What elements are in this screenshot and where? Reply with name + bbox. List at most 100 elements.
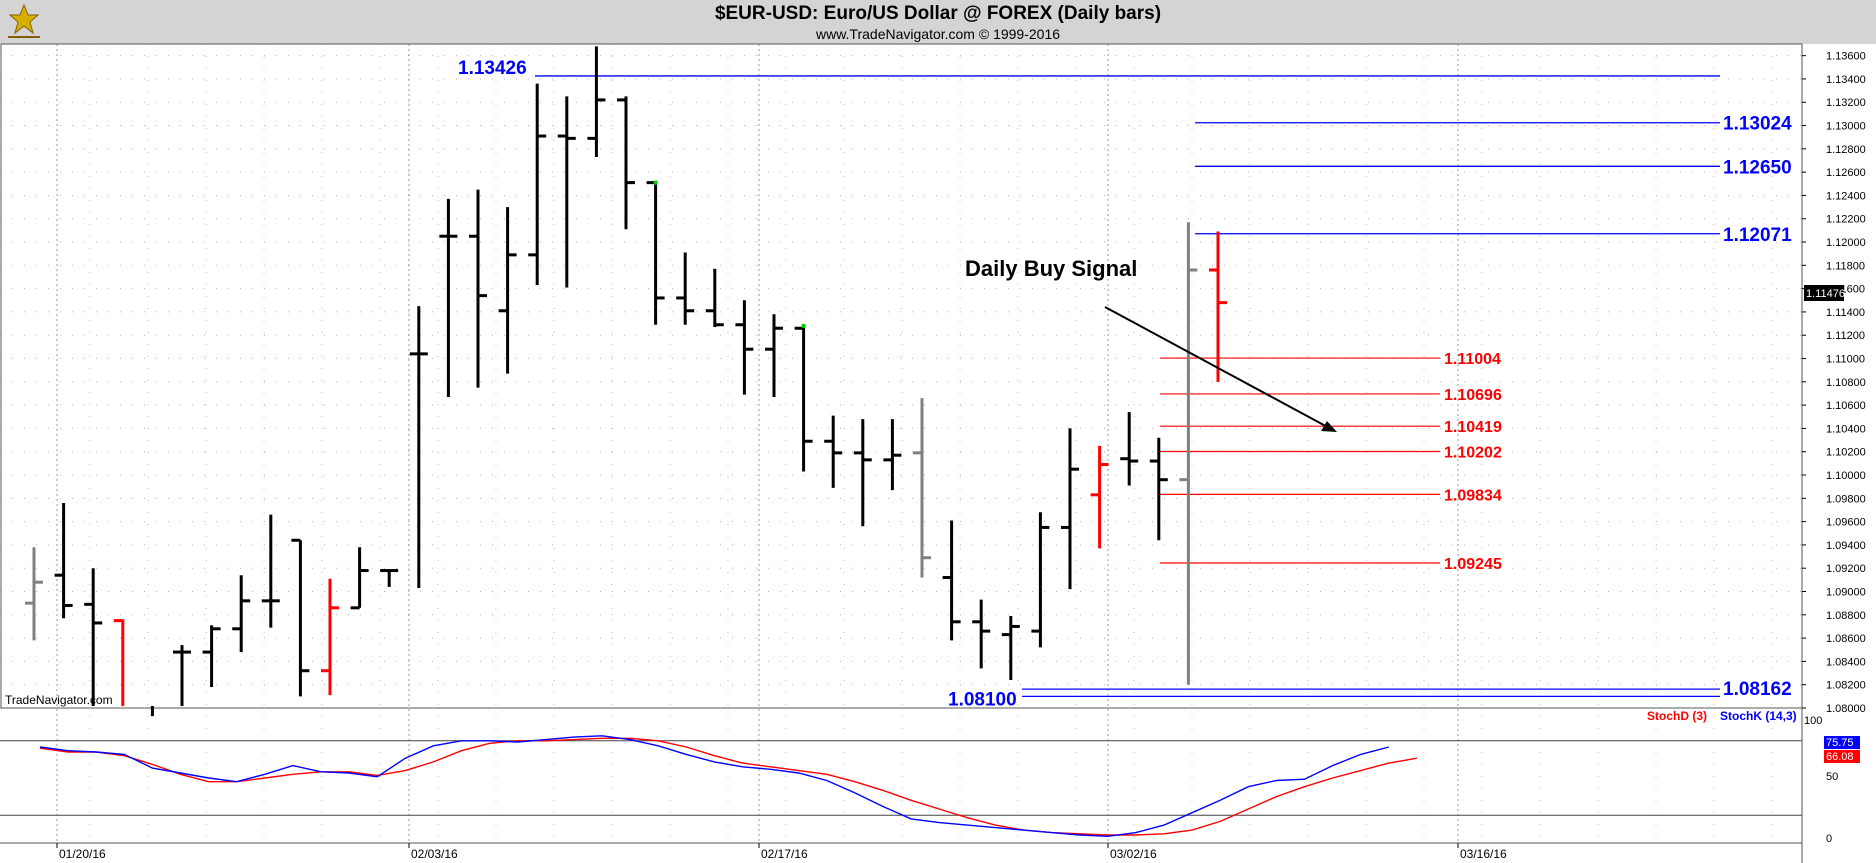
stochd-last-label: 66.08	[1826, 751, 1854, 763]
price-bar	[528, 83, 547, 286]
blue-level-label: 1.08100	[948, 689, 1017, 710]
price-bar	[202, 625, 221, 688]
blue-level-label: 1.08162	[1723, 679, 1792, 700]
stochk-last-marker	[1824, 736, 1860, 749]
date-tick-label: 02/03/16	[411, 847, 458, 861]
price-tick-label: 1.11400	[1826, 307, 1865, 319]
stoch-tick-100: 100	[1804, 715, 1822, 727]
price-bar	[84, 568, 103, 706]
price-bar	[765, 314, 783, 397]
price-bar	[380, 569, 399, 587]
price-bar	[676, 252, 695, 325]
stochk-last-label: 75.75	[1826, 737, 1854, 749]
price-bar	[1031, 512, 1050, 648]
price-bar	[587, 46, 606, 157]
stochk-line	[39, 735, 1389, 838]
watermark: TradeNavigator.com	[5, 693, 113, 707]
price-bars-layer	[25, 46, 1227, 717]
price-bar	[1061, 428, 1079, 590]
price-bar	[705, 268, 724, 328]
price-bar	[113, 619, 125, 706]
price-bar	[439, 198, 458, 397]
price-bar	[557, 96, 576, 288]
price-tick-label: 1.09000	[1826, 587, 1866, 599]
price-tick-label: 1.09800	[1826, 493, 1866, 505]
price-bar	[1120, 412, 1139, 486]
price-bar	[321, 578, 339, 696]
price-bar	[972, 599, 991, 669]
blue-level-label: 1.12071	[1723, 225, 1792, 246]
price-tick-label: 1.13600	[1826, 51, 1866, 63]
chart-title: $EUR-USD: Euro/US Dollar @ FOREX (Daily …	[714, 3, 1162, 24]
price-tick-label: 1.12400	[1826, 190, 1866, 202]
blue-level-label: 1.12650	[1723, 157, 1792, 178]
price-tick-label: 1.11000	[1826, 354, 1865, 366]
price-bar	[54, 502, 73, 619]
price-tick-label: 1.11200	[1826, 330, 1865, 342]
price-bar	[1209, 231, 1227, 382]
red-level-label: 1.09245	[1444, 556, 1502, 573]
price-tick-label: 1.12600	[1826, 167, 1866, 179]
stoch-tick-50: 50	[1826, 771, 1838, 783]
price-bar	[25, 547, 43, 641]
price-tick-label: 1.10600	[1826, 400, 1866, 412]
price-tick-label: 1.10400	[1826, 423, 1866, 435]
red-level-label: 1.11004	[1444, 351, 1501, 368]
stochd-line	[39, 737, 1418, 836]
price-tick-label: 1.09400	[1826, 540, 1866, 552]
stochd-last-marker	[1824, 750, 1860, 763]
trade-navigator-logo-icon	[8, 3, 40, 38]
chart-subtitle: www.TradeNavigator.com © 1999-2016	[815, 26, 1061, 42]
price-tick-label: 1.08200	[1826, 680, 1866, 692]
price-tick-label: 1.12200	[1826, 214, 1866, 226]
price-tick-label: 1.11800	[1826, 260, 1865, 272]
price-bar	[261, 514, 280, 628]
price-bar	[1001, 615, 1020, 681]
price-bar	[469, 189, 487, 388]
title-bar: $EUR-USD: Euro/US Dollar @ FOREX (Daily …	[0, 0, 1876, 44]
price-bar	[232, 575, 251, 653]
price-bar	[646, 181, 665, 325]
buy-signal-arrowhead	[1321, 421, 1337, 432]
legend-stochk: StochK (14,3)	[1720, 709, 1797, 723]
price-bar	[350, 547, 369, 610]
axis-labels-layer: 1.13600 1.13400 1.13200 1.13000 1.12800 1.126…	[56, 51, 1866, 861]
red-level-label: 1.10419	[1444, 419, 1502, 436]
buy-signal-arrow	[1104, 306, 1334, 431]
buy-signal-annotation: Daily Buy Signal	[965, 256, 1137, 281]
blue-level-label: 1.13426	[458, 58, 527, 79]
price-tick-label: 1.10200	[1826, 447, 1866, 459]
price-tick-label: 1.09600	[1826, 517, 1866, 529]
price-bar	[913, 398, 931, 578]
price-bar	[824, 415, 843, 488]
signal-dot	[801, 323, 806, 328]
current-price-label: 1.11476	[1806, 288, 1845, 300]
price-tick-label: 1.13000	[1826, 121, 1866, 133]
price-tick-label: 1.09200	[1826, 563, 1866, 575]
blue-level-label: 1.13024	[1723, 114, 1792, 135]
price-tick-label: 1.10000	[1826, 470, 1866, 482]
date-tick-label: 02/17/16	[761, 847, 808, 861]
price-bar	[794, 325, 813, 472]
price-bar	[1149, 437, 1168, 541]
price-bar	[853, 419, 872, 527]
level-lines-layer: 1.13426 1.13024 1.12650 1.12071 1.08162 1.081…	[458, 58, 1792, 710]
price-bar	[173, 645, 191, 706]
date-tick-label: 03/02/16	[1110, 847, 1157, 861]
price-tick-label: 1.08600	[1826, 633, 1866, 645]
current-price-marker	[1804, 285, 1844, 301]
date-tick-label: 03/16/16	[1460, 847, 1507, 861]
grid-layer	[0, 44, 1802, 843]
price-tick-label: 1.12000	[1826, 237, 1866, 249]
price-bar	[883, 419, 902, 491]
stoch-tick-0: 0	[1826, 833, 1832, 845]
price-bar	[291, 538, 310, 697]
stochastic-layer	[0, 735, 1802, 838]
price-tick-label: 1.13200	[1826, 97, 1866, 109]
price-tick-label: 1.12800	[1826, 144, 1866, 156]
red-level-label: 1.09834	[1444, 487, 1502, 504]
price-bar	[1179, 222, 1198, 685]
price-tick-label: 1.13400	[1826, 74, 1866, 86]
price-axis-background	[1803, 44, 1876, 863]
